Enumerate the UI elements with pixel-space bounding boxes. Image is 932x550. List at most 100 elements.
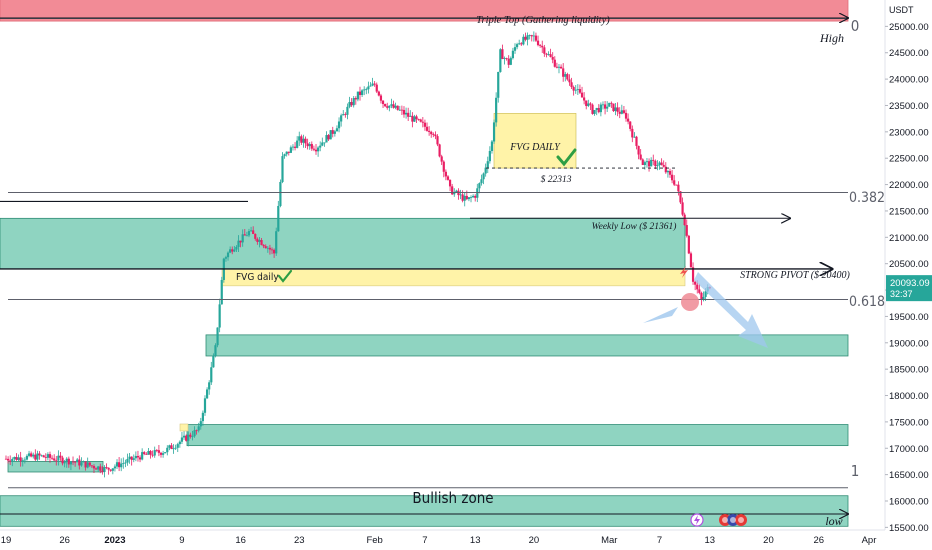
candle	[402, 106, 406, 118]
candle	[425, 122, 429, 132]
x-tick-label: 2023	[104, 535, 125, 546]
candle	[354, 96, 357, 105]
candle	[367, 81, 370, 94]
candle	[434, 131, 437, 140]
candle	[312, 145, 316, 152]
candle	[404, 107, 408, 119]
candle	[32, 452, 35, 459]
candle	[492, 119, 496, 144]
candle	[520, 42, 523, 46]
y-tick-label: 18500.00	[889, 365, 929, 376]
candle	[444, 169, 447, 181]
candle	[671, 169, 674, 184]
candle	[9, 455, 12, 466]
candle	[161, 450, 165, 458]
candle	[153, 446, 156, 458]
candle	[53, 454, 56, 462]
candle	[637, 145, 640, 160]
zone-0	[0, 0, 849, 22]
candle	[69, 461, 73, 471]
candle	[4, 455, 8, 460]
candle	[281, 152, 284, 184]
candle	[578, 84, 582, 95]
candle	[88, 462, 91, 468]
candle	[593, 109, 596, 116]
candle	[576, 84, 579, 95]
candle	[145, 452, 148, 455]
candle	[141, 448, 144, 461]
candle	[673, 175, 676, 187]
candle	[547, 51, 550, 56]
x-tick-label: 7	[422, 535, 427, 546]
candle	[620, 104, 623, 115]
candle	[417, 118, 420, 121]
candle	[40, 454, 43, 457]
candle	[226, 251, 230, 261]
candle	[350, 98, 353, 107]
y-tick-label: 17000.00	[889, 444, 929, 455]
candle	[199, 417, 202, 430]
candle	[340, 113, 343, 127]
candle	[115, 459, 119, 469]
y-tick-label: 22500.00	[889, 154, 929, 165]
candle	[99, 463, 102, 474]
candle	[170, 443, 173, 450]
candle	[587, 99, 590, 108]
candle	[559, 64, 563, 69]
candle	[580, 86, 584, 98]
candle	[484, 163, 487, 177]
candle	[25, 454, 29, 461]
candle	[147, 448, 150, 455]
event-icons[interactable]	[690, 513, 747, 527]
candle	[398, 105, 401, 112]
candle	[360, 89, 364, 97]
candle	[524, 32, 527, 42]
candle	[501, 44, 504, 60]
pivot-touch-circle	[681, 293, 699, 311]
candle	[652, 154, 655, 166]
mini-fvg-box	[179, 423, 189, 432]
candle	[262, 244, 265, 249]
x-tick-label: 26	[59, 535, 70, 546]
candle	[168, 444, 171, 451]
candle	[214, 343, 217, 358]
candle	[260, 237, 263, 246]
candle	[224, 255, 228, 262]
candle	[233, 245, 236, 253]
candle	[386, 102, 389, 110]
candle	[469, 195, 473, 203]
candle	[151, 450, 154, 458]
y-axis: 25000.00 24500.00 24000.00 23500.00 23000.00…	[885, 22, 929, 534]
candle	[419, 118, 422, 123]
candle	[275, 227, 278, 256]
candle	[201, 410, 204, 426]
candle	[400, 105, 403, 115]
candle	[174, 444, 177, 450]
candle	[570, 77, 573, 90]
candle	[633, 132, 636, 138]
candle	[539, 43, 542, 48]
currency-label: USDT	[889, 5, 914, 15]
candle	[92, 464, 96, 473]
candle	[495, 92, 498, 127]
candle	[641, 158, 644, 166]
x-tick-label: 23	[294, 535, 305, 546]
candle	[346, 103, 349, 120]
candle	[105, 463, 108, 470]
candle	[603, 100, 607, 115]
candles-layer	[4, 31, 711, 478]
candle	[574, 85, 577, 94]
x-axis: 19 26 2023 9 16 23 Feb 7 13 20 Mar 7 13 20 26 Apr	[1, 535, 877, 546]
candle	[264, 244, 267, 249]
x-tick-label: 13	[705, 535, 716, 546]
candle	[254, 233, 257, 241]
candle	[134, 451, 137, 462]
candle	[50, 455, 54, 461]
candle	[430, 130, 433, 138]
candle	[599, 102, 602, 117]
candle	[298, 131, 301, 146]
candle	[304, 136, 307, 148]
candle	[187, 431, 190, 447]
candle	[247, 228, 251, 238]
